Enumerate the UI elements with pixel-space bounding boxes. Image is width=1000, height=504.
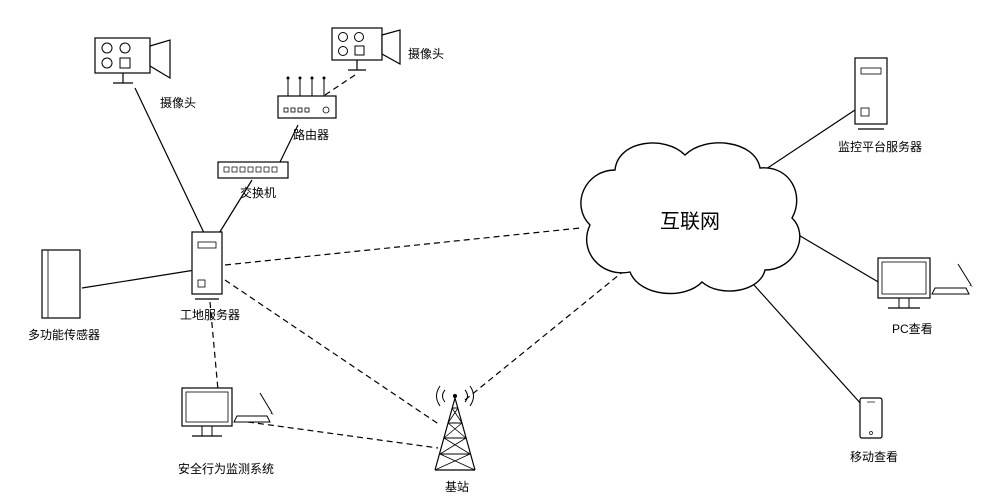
pc-label: PC查看 (892, 320, 933, 337)
camera-icon (332, 28, 400, 70)
network-diagram: 摄像头 摄像头 路由器 交换机 多功能传感器 工地服务器 安全行为监测系统 基站… (0, 0, 1000, 504)
mobile-label: 移动查看 (850, 448, 898, 465)
nodes-layer (0, 0, 1000, 504)
base-station-label: 基站 (445, 478, 469, 495)
mobile-icon (860, 398, 882, 438)
router-label: 路由器 (293, 126, 329, 143)
sensor-icon (42, 250, 80, 318)
safety-system-label: 安全行为监测系统 (178, 460, 274, 477)
site-server-icon (192, 232, 222, 299)
base-station-icon (435, 386, 475, 470)
sensor-label: 多功能传感器 (28, 326, 100, 343)
camera2-label: 摄像头 (408, 45, 444, 62)
switch-label: 交换机 (240, 184, 276, 201)
switch-icon (218, 162, 288, 178)
safety-system-icon (182, 388, 274, 436)
router-icon (278, 77, 336, 119)
platform-server-label: 监控平台服务器 (838, 138, 922, 155)
internet-label: 互联网 (660, 205, 720, 234)
site-server-label: 工地服务器 (180, 306, 240, 323)
platform-server-icon (855, 58, 887, 129)
camera-icon (95, 38, 170, 83)
pc-icon (878, 258, 973, 308)
camera1-label: 摄像头 (160, 94, 196, 111)
